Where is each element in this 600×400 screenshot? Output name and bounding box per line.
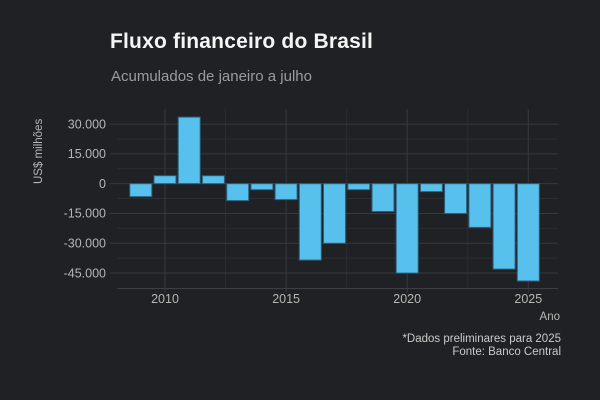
chart-title: Fluxo financeiro do Brasil	[110, 30, 374, 53]
y-tick-label: 15.000	[68, 147, 106, 161]
bar-2021	[419, 183, 443, 193]
bar-2017	[323, 183, 346, 244]
y-tick-label: -30.000	[64, 237, 106, 251]
chart-caption: *Dados preliminares para 2025 Fonte: Ban…	[402, 333, 561, 358]
x-axis-title: Ano	[539, 311, 560, 323]
caption-source: Fonte: Banco Central	[452, 345, 561, 358]
bar-2022	[444, 183, 468, 214]
bar-2013	[226, 183, 250, 202]
y-tick-labels: 30.000 15.000 0 -15.000 -30.000 -45.000	[64, 117, 106, 280]
bar-2019	[371, 183, 395, 212]
x-tick-label: 2025	[514, 292, 542, 306]
y-tick-label: 30.000	[68, 117, 106, 131]
y-tick-label: -15.000	[64, 207, 106, 221]
bar-2012	[201, 175, 225, 185]
bar-2024	[492, 183, 516, 270]
bar-2020	[395, 183, 419, 274]
x-gridlines-minor	[225, 109, 469, 289]
caption-note: *Dados preliminares para 2025	[402, 333, 561, 345]
bar-2025	[516, 183, 540, 282]
bar-2023	[468, 183, 492, 228]
bars	[129, 116, 540, 282]
bar-2011	[177, 116, 201, 185]
y-tick-label: -45.000	[64, 266, 106, 280]
bar-2015	[274, 183, 298, 201]
bar-2018	[347, 183, 371, 191]
x-tick-label: 2010	[151, 292, 179, 306]
x-tick-labels: 2010 2015 2020 2025	[151, 292, 542, 306]
bar-2016	[298, 183, 322, 261]
x-tick-label: 2020	[393, 292, 421, 306]
bar-2014	[250, 183, 274, 191]
chart-subtitle: Acumulados de janeiro a julho	[111, 68, 312, 85]
x-tick-label: 2015	[272, 292, 300, 306]
bar-2010	[153, 175, 177, 185]
bar-2009	[129, 183, 153, 198]
y-tick-label: 0	[99, 177, 106, 191]
